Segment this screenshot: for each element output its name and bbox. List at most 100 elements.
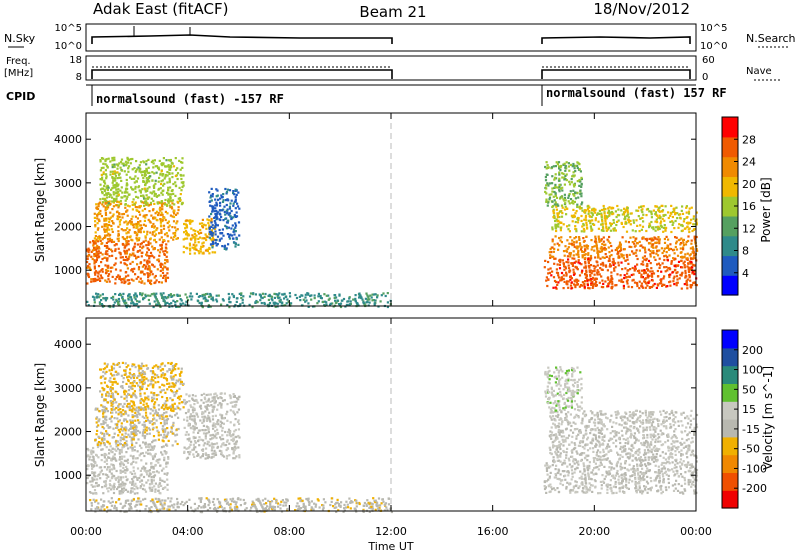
data-cell bbox=[232, 202, 235, 205]
data-cell bbox=[117, 404, 120, 407]
data-cell bbox=[153, 412, 156, 415]
data-cell bbox=[563, 176, 566, 179]
data-cell bbox=[154, 233, 158, 236]
data-cell bbox=[551, 175, 554, 178]
data-cell bbox=[570, 214, 573, 217]
data-cell bbox=[111, 159, 114, 162]
data-cell bbox=[90, 449, 93, 452]
data-cell bbox=[651, 226, 654, 229]
data-cell bbox=[589, 257, 592, 260]
data-cell bbox=[211, 193, 214, 196]
data-cell bbox=[624, 220, 627, 223]
data-cell bbox=[153, 265, 156, 268]
data-cell bbox=[587, 253, 590, 256]
data-cell bbox=[374, 299, 377, 302]
data-cell bbox=[621, 268, 624, 271]
data-cell bbox=[103, 225, 106, 228]
data-cell bbox=[260, 302, 263, 305]
data-cell bbox=[585, 226, 589, 229]
data-cell bbox=[199, 250, 202, 253]
data-cell bbox=[304, 296, 307, 299]
data-cell bbox=[125, 232, 128, 235]
data-cell bbox=[606, 238, 609, 241]
data-cell bbox=[121, 462, 124, 465]
data-cell bbox=[167, 186, 170, 189]
data-cell bbox=[109, 372, 113, 375]
data-cell bbox=[138, 249, 142, 252]
data-cell bbox=[110, 240, 113, 244]
data-cell bbox=[227, 292, 230, 296]
data-cell bbox=[691, 272, 694, 275]
data-cell bbox=[630, 273, 633, 277]
data-cell bbox=[188, 244, 192, 247]
data-cell bbox=[148, 268, 151, 271]
beam-title: Beam 21 bbox=[359, 3, 426, 21]
y-tick-label: 1000 bbox=[54, 264, 82, 277]
data-cell bbox=[215, 203, 219, 206]
data-cell bbox=[228, 235, 231, 238]
data-cell bbox=[126, 259, 129, 262]
data-cell bbox=[182, 184, 185, 187]
data-cell bbox=[331, 302, 334, 305]
data-cell bbox=[102, 166, 105, 169]
data-cell bbox=[117, 193, 120, 196]
data-cell bbox=[195, 292, 198, 295]
data-cell bbox=[214, 207, 217, 210]
data-cell bbox=[673, 210, 676, 213]
data-cell bbox=[159, 187, 162, 190]
data-cell bbox=[670, 262, 673, 265]
data-cell bbox=[185, 219, 188, 222]
data-cell bbox=[573, 167, 576, 170]
data-cell bbox=[104, 367, 107, 370]
data-cell bbox=[578, 242, 582, 245]
data-cell bbox=[661, 283, 664, 286]
data-cell bbox=[263, 295, 266, 298]
data-cell bbox=[631, 266, 634, 270]
data-cell bbox=[662, 226, 665, 229]
data-cell bbox=[149, 281, 152, 285]
data-cell bbox=[102, 427, 106, 430]
data-cell bbox=[136, 416, 139, 419]
data-cell bbox=[162, 388, 165, 392]
data-cell bbox=[645, 229, 648, 233]
data-cell bbox=[560, 241, 563, 244]
data-cell bbox=[636, 257, 639, 261]
data-cell bbox=[676, 278, 679, 281]
data-cell bbox=[127, 429, 130, 432]
data-cell bbox=[225, 443, 228, 447]
data-cell bbox=[669, 284, 672, 287]
data-cell bbox=[123, 300, 126, 303]
data-cell bbox=[137, 364, 140, 367]
data-cell bbox=[625, 253, 628, 257]
data-cell bbox=[554, 286, 557, 289]
data-cell bbox=[176, 396, 180, 399]
data-cell bbox=[133, 177, 136, 180]
data-cell bbox=[160, 484, 163, 487]
data-cell bbox=[86, 482, 89, 485]
data-cell bbox=[579, 189, 582, 192]
data-cell bbox=[580, 207, 583, 210]
data-cell bbox=[687, 210, 691, 213]
data-cell bbox=[586, 245, 590, 248]
data-cell bbox=[112, 295, 115, 298]
data-cell bbox=[558, 173, 561, 176]
data-cell bbox=[579, 192, 582, 196]
y-tick-label: 4000 bbox=[54, 133, 82, 146]
data-cell bbox=[666, 255, 669, 258]
data-cell bbox=[593, 283, 596, 286]
data-cell bbox=[180, 177, 183, 181]
data-cell bbox=[596, 273, 599, 276]
data-cell bbox=[687, 266, 690, 269]
data-cell bbox=[614, 229, 617, 232]
data-cell bbox=[193, 235, 196, 238]
data-cell bbox=[117, 480, 120, 483]
data-cell bbox=[190, 237, 193, 240]
data-cell bbox=[604, 222, 607, 225]
data-cell bbox=[663, 241, 667, 244]
data-cell bbox=[604, 208, 607, 211]
data-cell bbox=[112, 396, 115, 399]
data-cell bbox=[117, 428, 120, 431]
data-cell bbox=[609, 229, 613, 232]
data-cell bbox=[139, 485, 142, 488]
data-cell bbox=[143, 372, 146, 375]
